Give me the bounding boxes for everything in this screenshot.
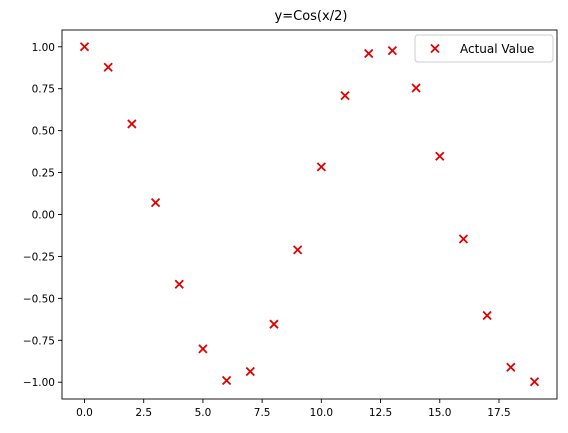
plot-area — [61, 29, 558, 400]
legend-x-marker — [430, 43, 440, 54]
y-tick-label: 0.00 — [32, 210, 55, 222]
data-point — [316, 162, 326, 172]
data-point — [174, 279, 184, 289]
data-point — [221, 375, 232, 386]
data-point — [387, 45, 398, 56]
data-point — [529, 377, 540, 387]
x-tick-label: 12.5 — [369, 407, 392, 419]
y-tick-label: −0.75 — [23, 335, 55, 347]
y-tick-label: 0.25 — [32, 168, 55, 180]
x-tick-label: 17.5 — [487, 407, 510, 419]
y-axis: 1.00 0.75 0.50 0.25 0.00 −0.25 −0.50 −0.75 −1.00 — [23, 42, 62, 389]
legend: Actual Value — [414, 34, 554, 63]
x-tick-label: 15.0 — [428, 407, 451, 419]
x-tick-label: 2.5 — [135, 407, 152, 419]
data-point — [79, 42, 90, 52]
data-point — [293, 245, 303, 255]
y-tick-label: −1.00 — [23, 377, 55, 389]
data-point — [127, 119, 137, 129]
y-tick-label: −0.50 — [23, 293, 55, 305]
y-tick-label: 1.00 — [32, 42, 55, 54]
legend-label: Actual Value — [460, 42, 534, 56]
data-point — [506, 362, 516, 372]
legend-box — [414, 34, 554, 63]
x-tick-label: 0.0 — [76, 407, 93, 419]
data-point — [269, 319, 279, 329]
data-point — [245, 366, 255, 377]
data-point — [198, 344, 208, 354]
data-point — [482, 310, 492, 321]
data-point — [103, 62, 113, 72]
data-point — [340, 90, 350, 101]
chart-title: y=Cos(x/2) — [275, 9, 348, 24]
y-tick-label: 0.50 — [32, 126, 55, 138]
x-tick-label: 7.5 — [254, 407, 271, 419]
data-points — [79, 42, 540, 387]
y-tick-label: −0.25 — [23, 251, 55, 263]
legend-marker-icon — [430, 43, 440, 54]
data-point — [458, 234, 469, 244]
x-tick-label: 10.0 — [310, 407, 333, 419]
data-point — [150, 197, 161, 208]
data-point — [364, 48, 374, 59]
x-axis: 0.0 2.5 5.0 7.5 10.0 12.5 15.0 17.5 — [76, 399, 511, 419]
y-tick-label: 0.75 — [32, 84, 55, 96]
plot-frame — [61, 29, 558, 400]
data-point — [411, 83, 421, 93]
data-point — [435, 151, 445, 161]
x-tick-label: 5.0 — [195, 407, 212, 419]
